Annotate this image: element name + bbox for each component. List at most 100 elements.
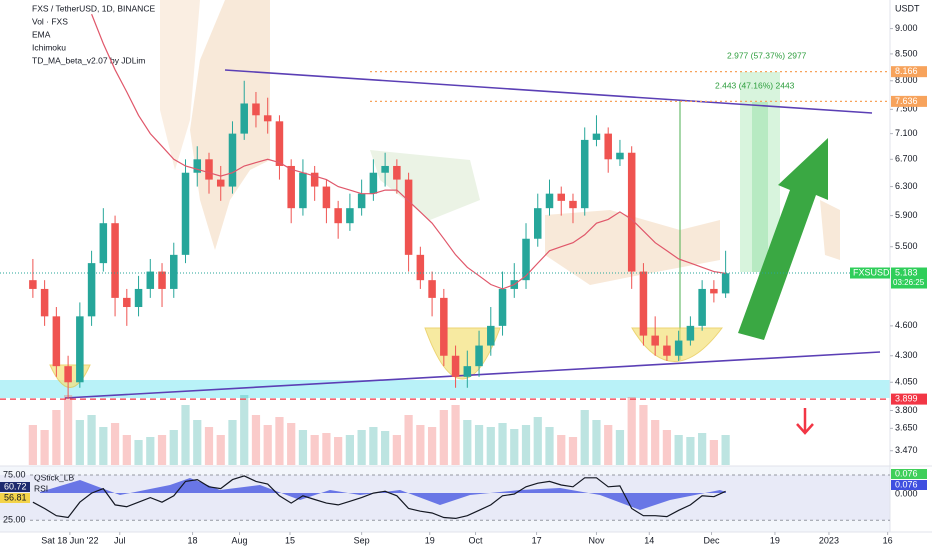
candle-body — [592, 133, 601, 140]
y-tick-label: 7.500 — [895, 104, 918, 114]
candle-body — [322, 186, 331, 209]
qstick-label: 0.000 — [895, 488, 918, 498]
candle-body — [475, 345, 483, 367]
volume-bar — [52, 410, 61, 465]
volume-bar — [110, 423, 120, 465]
volume-bar — [146, 437, 155, 465]
candle-body — [627, 152, 636, 272]
candle-body — [451, 355, 460, 377]
ichimoku-cloud — [190, 0, 270, 250]
measure-label: 2.977 (57.37%) 2977 — [727, 50, 807, 60]
price-box — [891, 267, 927, 289]
x-tick-label: 14 — [644, 535, 654, 545]
volume-bar — [498, 423, 507, 465]
value-box — [0, 482, 30, 492]
candle-body — [639, 271, 648, 336]
candle-body — [557, 193, 565, 201]
candle-body — [416, 254, 425, 281]
symbol-box — [850, 267, 890, 279]
volume-bar — [122, 435, 131, 465]
x-tick-label: Sat 18 Jun '22 — [41, 535, 98, 545]
y-tick-label: 4.050 — [895, 377, 918, 387]
volume-bar — [557, 435, 566, 465]
up-arrow — [738, 138, 828, 340]
indicator-label: Ichimoku — [32, 42, 66, 52]
rsi-value-label: 60.72 — [4, 481, 27, 491]
x-tick-label: 19 — [425, 535, 435, 545]
volume-bar — [709, 440, 718, 465]
candle-body — [651, 335, 659, 346]
candle-body — [252, 103, 260, 116]
volume-bar — [310, 435, 319, 465]
candle-body — [205, 159, 213, 180]
y-tick-label: 5.900 — [895, 210, 918, 220]
x-tick-label: 19 — [770, 535, 780, 545]
candle-body — [710, 288, 718, 294]
candle-body — [428, 280, 436, 298]
rsi-tick-label: 25.00 — [3, 515, 26, 525]
volume-bar — [580, 410, 589, 465]
candle-body — [193, 159, 202, 173]
value-box — [891, 469, 927, 479]
candle-body — [487, 325, 495, 346]
volume-bar — [287, 423, 296, 465]
candle-body — [228, 133, 237, 187]
x-tick-label: 15 — [285, 535, 295, 545]
qstick-label: 0.076 — [895, 479, 918, 489]
volume-bar — [474, 425, 484, 465]
x-tick-label: 17 — [532, 535, 542, 545]
measure-box — [752, 102, 768, 272]
volume-bar — [404, 415, 413, 465]
candle-body — [721, 273, 730, 294]
volume-bar — [592, 420, 601, 465]
volume-bar — [568, 437, 578, 465]
volume-bar — [521, 425, 531, 465]
currency-label: USDT — [895, 3, 920, 13]
volume-bar — [334, 437, 343, 465]
volume-bar — [533, 417, 542, 465]
volume-bar — [392, 435, 401, 465]
price-label: 3.899 — [895, 393, 918, 403]
trend-line — [224, 69, 873, 114]
candle-body — [29, 280, 37, 289]
candle-body — [534, 208, 542, 239]
chart-title: FXS / TetherUSD, 1D, BINANCE — [32, 3, 155, 13]
candle-body — [357, 193, 366, 209]
volume-bar — [75, 420, 84, 465]
candle-body — [146, 271, 155, 289]
candle-body — [99, 223, 108, 264]
candle-body — [674, 340, 683, 356]
volume-bar — [486, 427, 495, 465]
candle-body — [216, 179, 225, 187]
price-box — [891, 393, 927, 405]
y-tick-label: 3.470 — [895, 445, 918, 455]
candle-body — [123, 297, 131, 308]
volume-bar — [674, 435, 683, 465]
price-box — [891, 95, 927, 107]
candle-body — [310, 172, 319, 187]
candle-body — [158, 271, 166, 289]
candle-body — [263, 115, 272, 122]
candle-body — [569, 200, 577, 209]
candle-body — [76, 316, 84, 383]
volume-bar — [298, 430, 308, 465]
volume-bar — [157, 435, 167, 465]
candle-body — [616, 152, 624, 160]
candle-body — [404, 179, 413, 255]
volume-bar — [686, 437, 695, 465]
candle-body — [580, 139, 589, 209]
support-zone — [0, 380, 890, 398]
volume-bar — [322, 433, 331, 465]
volume-bar — [627, 397, 636, 465]
y-tick-label: 3.800 — [895, 405, 918, 415]
y-tick-label: 5.500 — [895, 241, 918, 251]
volume-bar — [427, 427, 437, 465]
x-tick-label: 16 — [883, 535, 893, 545]
candle-body — [40, 288, 49, 317]
x-tick-label: Oct — [469, 535, 484, 545]
volume-bar — [639, 405, 648, 465]
volume-bar — [416, 425, 425, 465]
indicator-label: TD_MA_beta_v2.07 by JDLim — [32, 55, 145, 65]
y-tick-label: 8.000 — [895, 75, 918, 85]
